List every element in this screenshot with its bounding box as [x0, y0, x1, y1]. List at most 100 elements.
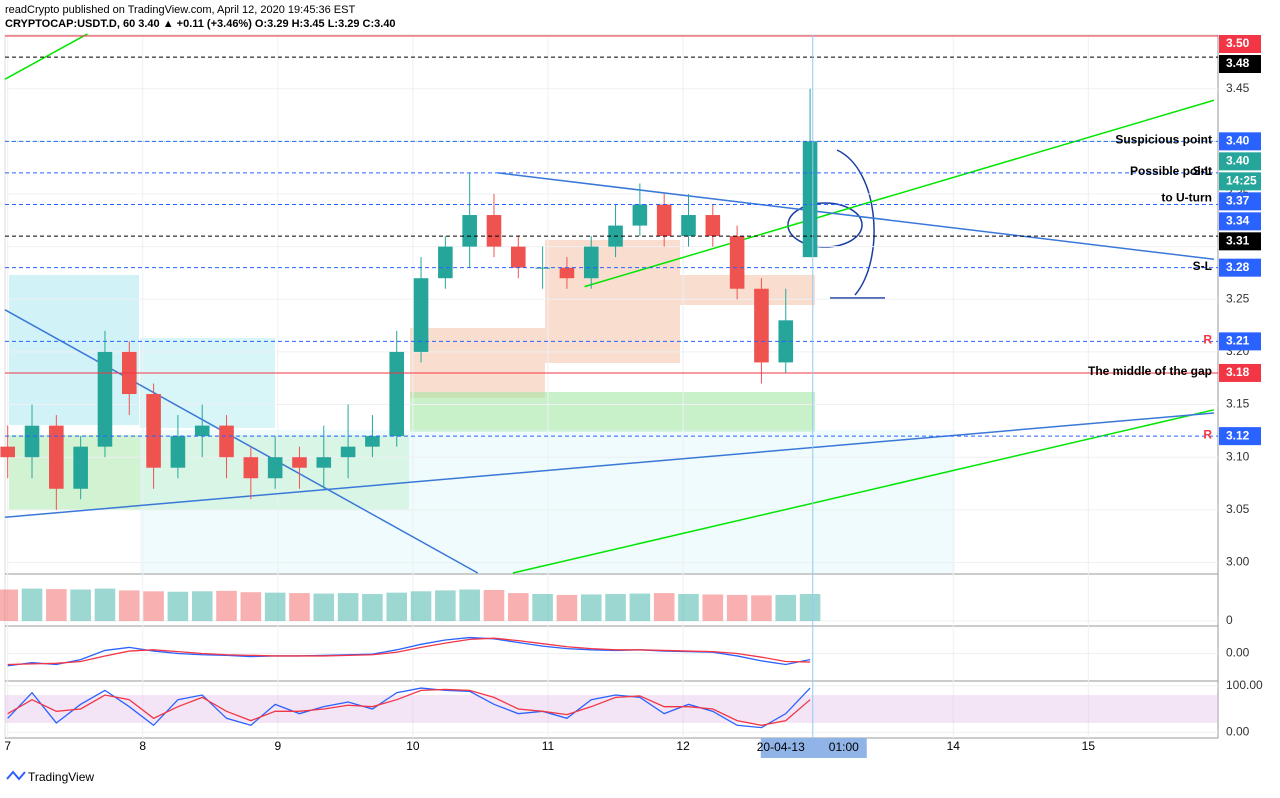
cursor-date: 20-04-13	[757, 740, 805, 754]
candle-body	[170, 436, 186, 468]
candle-body	[316, 457, 332, 468]
price-tag-label: 14:25	[1226, 174, 1257, 188]
cloud	[545, 240, 680, 363]
candle-body	[267, 457, 283, 479]
x-tick-label: 14	[947, 739, 961, 753]
volume-bar	[435, 590, 456, 621]
volume-bar	[702, 594, 724, 621]
price-tag	[1219, 427, 1261, 446]
y-tick-label: 3.10	[1226, 449, 1250, 463]
annotation: The middle of the gap	[1088, 364, 1212, 378]
annotation: R	[1203, 427, 1212, 441]
candle-body	[389, 351, 405, 437]
y-tick-label: 3.00	[1226, 555, 1250, 569]
price-tag-label: 3.18	[1226, 365, 1250, 379]
price-tag	[1219, 332, 1261, 351]
volume-bar	[46, 589, 67, 621]
trendline	[512, 409, 1215, 574]
cloud	[680, 275, 815, 305]
x-tick-label: 12	[676, 739, 690, 753]
stoch-d	[7, 688, 811, 726]
candle-body	[73, 446, 88, 489]
publish-info: readCrypto published on TradingView.com,…	[5, 4, 355, 16]
price-tag	[1219, 152, 1261, 171]
hand-drawn-bracket	[830, 149, 885, 299]
y-tick-label: 3.25	[1226, 291, 1250, 305]
candle-body	[24, 425, 40, 458]
brand: TradingView	[28, 770, 94, 784]
candle-body	[0, 446, 15, 458]
candle-body	[486, 215, 502, 247]
candle-body	[802, 141, 818, 258]
cursor-time: 01:00	[829, 740, 859, 754]
trendline	[4, 412, 1215, 518]
candle-body	[632, 204, 648, 226]
price-tag	[1219, 363, 1261, 382]
x-tick-label: 10	[406, 739, 420, 753]
volume-bar	[143, 591, 164, 621]
symbol-info: CRYPTOCAP:USDT.D, 60 3.40 ▲ +0.11 (+3.46…	[5, 18, 396, 30]
candle-body	[511, 246, 526, 268]
signal-line	[7, 637, 811, 666]
price-tag-label: 3.50	[1226, 36, 1250, 50]
volume-bar	[118, 590, 140, 621]
price-tag	[1219, 132, 1261, 151]
annotation: Possible point	[1130, 164, 1212, 178]
annotation: S-L	[1193, 259, 1212, 273]
x-tick-label: 7	[4, 739, 11, 753]
y-tick-label: 0.00	[1226, 646, 1250, 660]
volume-bar	[775, 594, 797, 621]
candle-body	[729, 236, 745, 289]
trendline	[497, 172, 1215, 260]
price-tag-label: 3.28	[1226, 260, 1250, 274]
volume-bar	[362, 594, 383, 621]
candle-body	[583, 246, 599, 279]
y-tick-label: 100.00	[1226, 678, 1263, 692]
volume-bar	[751, 595, 772, 621]
candle-body	[559, 267, 575, 279]
volume-bar	[289, 593, 310, 621]
volume-bar	[21, 588, 43, 621]
price-tag-label: 3.40	[1226, 134, 1250, 148]
y-tick-label: 3.45	[1226, 81, 1250, 95]
candle-body	[194, 425, 210, 437]
candle-body	[754, 288, 769, 363]
annotation: to U-turn	[1161, 190, 1212, 204]
volume-bar	[556, 594, 578, 621]
trendline	[4, 33, 88, 80]
cloud	[140, 430, 955, 573]
candle-body	[97, 351, 113, 447]
volume-bar	[216, 590, 237, 621]
price-tag-label: 3.31	[1226, 234, 1250, 248]
candle-body	[49, 425, 64, 489]
trendline	[584, 99, 1215, 288]
price-tag	[1219, 192, 1261, 211]
candle-body	[656, 204, 672, 237]
volume-bar	[191, 591, 213, 621]
annotation: Suspicious point	[1115, 133, 1212, 147]
price-tag	[1219, 232, 1261, 251]
x-tick-label: 15	[1082, 739, 1096, 753]
volume-bar	[70, 589, 91, 621]
candle-body	[340, 446, 356, 458]
volume-bar	[653, 593, 675, 621]
candle-body	[243, 457, 259, 479]
volume-bar	[313, 593, 335, 621]
price-tag	[1219, 172, 1261, 191]
x-tick-label: 8	[139, 739, 146, 753]
candle-body	[413, 278, 429, 352]
price-tag-label: 3.34	[1226, 214, 1250, 228]
annotation: R	[1203, 333, 1212, 347]
candle-body	[365, 436, 380, 447]
cursor-tag	[760, 738, 867, 758]
price-tag	[1219, 55, 1261, 73]
volume-bar	[629, 593, 651, 621]
candle-body	[535, 267, 550, 269]
price-tag	[1219, 212, 1261, 231]
candle-body	[219, 425, 234, 458]
price-tag	[1219, 35, 1261, 53]
y-tick-label: 0.00	[1226, 724, 1250, 738]
volume-bar	[678, 594, 699, 621]
